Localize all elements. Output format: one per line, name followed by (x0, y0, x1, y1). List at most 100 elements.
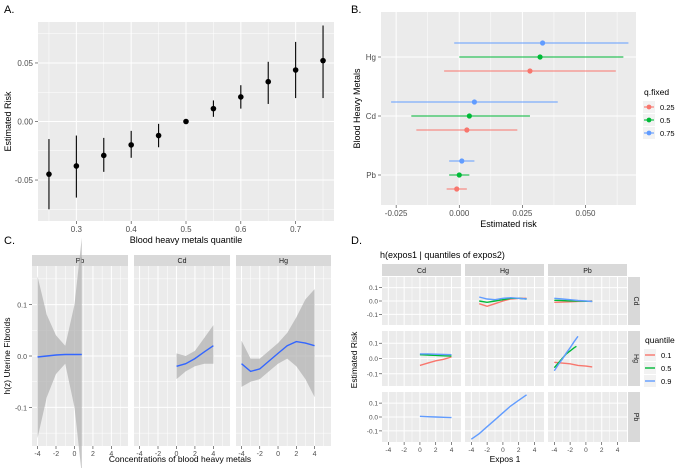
x-tick-label: 2 (517, 447, 521, 454)
confidence-ribbon (176, 325, 214, 380)
x-tick-label: 4 (616, 447, 620, 454)
x-tick-label: 0.050 (575, 209, 596, 218)
y-tick-label: 0.1 (369, 401, 378, 408)
data-point (183, 118, 189, 125)
x-tick-label: -2 (401, 447, 407, 454)
confidence-ribbon (37, 237, 82, 468)
y-axis-title: Blood Heavy Metals (352, 68, 362, 149)
x-tick-label: 0.7 (290, 225, 302, 234)
chart-title: h(expos1 | quantiles of expos2) (380, 250, 505, 260)
legend-point (646, 117, 652, 123)
x-tick-label: 4 (109, 451, 113, 458)
y-tick-label: 0.0 (369, 299, 378, 306)
facet-strip (134, 255, 230, 266)
facet-strip-label: Cd (417, 268, 426, 275)
x-tick-label: -4 (385, 447, 391, 454)
x-tick-label: -4 (468, 447, 474, 454)
x-tick-label: 0 (175, 451, 179, 458)
curve-line (241, 340, 315, 373)
y-tick-label: -0.1 (367, 312, 379, 319)
quantile-line (554, 361, 593, 368)
x-tick-label: 0 (73, 451, 77, 458)
x-tick-label: 4 (533, 447, 537, 454)
x-tick-label: -2 (155, 451, 161, 458)
legend-label: 0.5 (660, 116, 670, 125)
facet-strip (628, 277, 640, 325)
x-tick-label: -2 (484, 447, 490, 454)
data-point (471, 99, 478, 105)
x-tick-label: -0.025 (385, 209, 408, 218)
x-tick-label: 2 (600, 447, 604, 454)
x-tick-label: -2 (567, 447, 573, 454)
data-point (100, 152, 107, 159)
x-tick-label: -4 (551, 447, 557, 454)
x-tick-label: 0.025 (512, 209, 533, 218)
data-point (292, 67, 299, 73)
quantile-line (479, 296, 527, 301)
x-tick-label: 2 (91, 451, 95, 458)
y-tick-label: Cd (366, 112, 376, 121)
x-tick-label: 0 (418, 447, 422, 454)
panel-b-label: B. (351, 4, 361, 16)
x-tick-label: 4 (313, 451, 317, 458)
data-point (73, 163, 80, 169)
x-tick-label: -2 (53, 451, 59, 458)
legend-title: quantile (645, 335, 675, 345)
data-point (454, 186, 460, 192)
x-tick-label: 0.6 (235, 225, 247, 234)
data-point (155, 132, 162, 139)
x-tick-label: -4 (238, 451, 244, 458)
y-tick-label: 0.1 (17, 303, 27, 310)
facet-strip (628, 331, 640, 386)
panel-a-label: A. (4, 4, 14, 16)
x-tick-label: 0 (501, 447, 505, 454)
quantile-line (554, 297, 593, 303)
x-axis-title: Blood heavy metals quantile (130, 235, 243, 245)
panel-c-chart: Pb-4-2024Cd-4-2024Hg-4-2024-0.10.00.1Con… (2, 237, 331, 468)
curve-line (176, 345, 214, 367)
facet-strip-label: Hg (500, 268, 509, 275)
legend-point (646, 104, 652, 110)
x-tick-label: 0 (584, 447, 588, 454)
y-axis-title: h(z) Uterine Fibroids (2, 318, 12, 395)
quantile-line (553, 335, 579, 372)
facet-strip-label: Pb (632, 413, 639, 422)
y-tick-label: Pb (366, 171, 376, 180)
panel-a-chart: 0.3 0.4 0.5 0.6 0.7 -0.05 0.00 0.05 Blood heavy … (3, 22, 334, 245)
data-point (466, 113, 472, 119)
x-tick-label: -2 (257, 451, 263, 458)
legend-label: 0.75 (660, 129, 675, 138)
quantile-line (419, 354, 452, 357)
data-point (320, 57, 326, 64)
facet-strip-label: Cd (632, 297, 639, 306)
panel-c-label: C. (4, 235, 15, 247)
quantile-line (419, 353, 452, 356)
quantile-line (419, 415, 452, 419)
facet-strip (465, 264, 544, 276)
x-tick-label: -4 (136, 451, 142, 458)
data-point (464, 127, 470, 133)
data-point (459, 158, 465, 164)
data-point (210, 105, 217, 112)
x-tick-label: 2 (294, 451, 298, 458)
x-axis-title: Concentrations of blood heavy metals (109, 454, 251, 464)
data-point (128, 142, 134, 148)
data-point (456, 172, 462, 178)
facet-strip (236, 255, 331, 266)
quantile-line (419, 356, 452, 367)
x-tick-label: 0.000 (449, 209, 470, 218)
legend-label: 0.5 (661, 364, 671, 373)
panel-d-label: D. (351, 235, 362, 247)
confidence-ribbon (241, 289, 315, 398)
x-tick-label: 4 (211, 451, 215, 458)
data-point (539, 40, 546, 46)
x-tick-label: 2 (434, 447, 438, 454)
y-tick-label: -0.1 (367, 428, 379, 435)
y-tick-label: 0.0 (369, 415, 378, 422)
legend-title: q.fixed (644, 87, 669, 97)
legend-label: 0.9 (661, 377, 671, 386)
data-point (527, 68, 533, 74)
y-tick-label: 0.1 (369, 341, 378, 348)
facet-strip-label: Hg (279, 258, 288, 265)
